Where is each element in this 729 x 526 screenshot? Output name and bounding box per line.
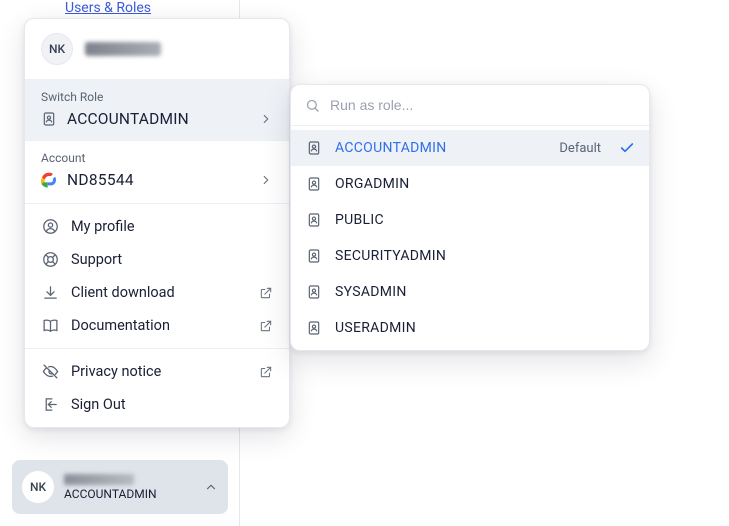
logout-icon xyxy=(41,396,59,413)
menu-support[interactable]: Support xyxy=(25,243,289,276)
menu-item-label: Client download xyxy=(71,284,247,301)
sidebar-user-role: ACCOUNTADMIN xyxy=(64,487,194,501)
eye-off-icon xyxy=(41,363,59,380)
popover-header: NK xyxy=(25,19,289,79)
avatar: NK xyxy=(41,33,73,65)
menu-privacy-notice[interactable]: Privacy notice xyxy=(25,355,289,388)
role-default-badge: Default xyxy=(559,141,601,156)
chevron-right-icon xyxy=(259,173,273,187)
switch-role-row[interactable]: Switch Role ACCOUNTADMIN xyxy=(25,79,289,140)
users-roles-link[interactable]: Users & Roles xyxy=(65,0,151,16)
user-name-obscured xyxy=(64,474,134,485)
role-badge-icon xyxy=(305,140,323,156)
role-item-label: PUBLIC xyxy=(335,212,635,228)
popover-footer-menu: Privacy notice Sign Out xyxy=(25,348,289,427)
role-item-public[interactable]: PUBLIC xyxy=(291,202,649,238)
role-badge-icon xyxy=(305,320,323,336)
popover-menu: My profile Support Client download Docum… xyxy=(25,203,289,348)
menu-documentation[interactable]: Documentation xyxy=(25,309,289,342)
user-circle-icon xyxy=(41,218,59,235)
external-link-icon xyxy=(259,319,273,333)
role-item-label: ACCOUNTADMIN xyxy=(335,140,547,156)
menu-my-profile[interactable]: My profile xyxy=(25,210,289,243)
role-submenu: ACCOUNTADMIN Default ORGADMIN PUBLIC SECURIT… xyxy=(290,84,650,351)
external-link-icon xyxy=(259,286,273,300)
menu-item-label: Documentation xyxy=(71,317,247,334)
role-item-sysadmin[interactable]: SYSADMIN xyxy=(291,274,649,310)
sidebar-user-info: ACCOUNTADMIN xyxy=(64,474,194,501)
check-icon xyxy=(619,140,635,156)
account-row[interactable]: Account ND85544 xyxy=(25,140,289,203)
switch-role-label: Switch Role xyxy=(41,90,273,104)
role-item-securityadmin[interactable]: SECURITYADMIN xyxy=(291,238,649,274)
role-badge-icon xyxy=(41,111,57,127)
user-popover: NK Switch Role ACCOUNTADMIN Account xyxy=(24,18,290,428)
sidebar-user-card[interactable]: NK ACCOUNTADMIN xyxy=(12,460,228,514)
google-cloud-icon xyxy=(41,172,57,188)
menu-item-label: Privacy notice xyxy=(71,363,247,380)
role-item-label: USERADMIN xyxy=(335,320,635,336)
role-badge-icon xyxy=(305,212,323,228)
account-label: Account xyxy=(41,151,273,165)
role-item-label: SYSADMIN xyxy=(335,284,635,300)
menu-client-download[interactable]: Client download xyxy=(25,276,289,309)
chevron-right-icon xyxy=(259,112,273,126)
role-item-accountadmin[interactable]: ACCOUNTADMIN Default xyxy=(291,130,649,166)
menu-item-label: Sign Out xyxy=(71,396,273,413)
switch-role-value: ACCOUNTADMIN xyxy=(67,110,249,128)
download-icon xyxy=(41,284,59,301)
chevron-up-icon xyxy=(204,480,218,494)
role-badge-icon xyxy=(305,248,323,264)
role-search-input[interactable] xyxy=(330,97,635,113)
role-badge-icon xyxy=(305,176,323,192)
menu-item-label: Support xyxy=(71,251,273,268)
account-value: ND85544 xyxy=(67,171,249,189)
external-link-icon xyxy=(259,365,273,379)
role-item-useradmin[interactable]: USERADMIN xyxy=(291,310,649,346)
menu-sign-out[interactable]: Sign Out xyxy=(25,388,289,421)
role-item-label: SECURITYADMIN xyxy=(335,248,635,264)
role-search-row xyxy=(291,85,649,126)
menu-item-label: My profile xyxy=(71,218,273,235)
role-badge-icon xyxy=(305,284,323,300)
avatar: NK xyxy=(22,471,54,503)
search-icon xyxy=(305,98,320,113)
role-item-orgadmin[interactable]: ORGADMIN xyxy=(291,166,649,202)
role-item-label: ORGADMIN xyxy=(335,176,635,192)
user-name-obscured xyxy=(85,42,161,56)
book-icon xyxy=(41,317,59,334)
lifebuoy-icon xyxy=(41,251,59,268)
role-list: ACCOUNTADMIN Default ORGADMIN PUBLIC SECURIT… xyxy=(291,126,649,350)
